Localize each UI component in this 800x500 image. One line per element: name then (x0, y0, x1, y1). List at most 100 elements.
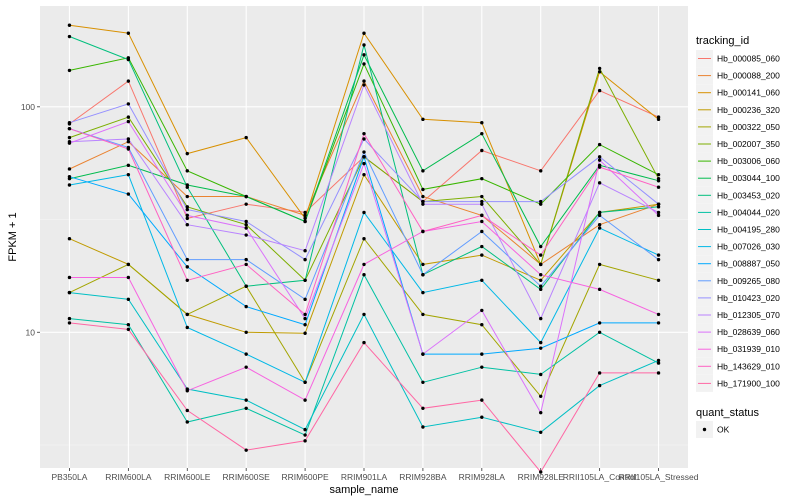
data-point (126, 172, 131, 177)
data-point (539, 372, 543, 377)
legend-label: Hb_000236_320 (717, 105, 780, 115)
data-point (362, 172, 366, 177)
data-point (67, 321, 72, 325)
data-point (185, 216, 189, 221)
data-point (421, 352, 425, 356)
legend-shape: quant_status OK (696, 407, 759, 438)
data-point (244, 304, 248, 309)
data-point (126, 297, 131, 302)
data-point (185, 389, 189, 393)
data-point (126, 147, 131, 151)
x-tick-label: PB350LA (51, 472, 87, 482)
data-point (480, 398, 484, 402)
data-point (67, 23, 72, 27)
data-point (303, 323, 307, 327)
legend-shape-label: OK (717, 425, 730, 435)
data-point (67, 237, 72, 241)
data-point (421, 199, 425, 204)
data-point (303, 316, 307, 321)
data-point (303, 216, 307, 221)
x-axis-title: sample_name (329, 484, 398, 496)
data-point (126, 57, 131, 62)
data-point (597, 226, 602, 230)
data-point (362, 155, 366, 159)
data-point (303, 249, 307, 253)
y-axis: 10 100 (21, 102, 40, 337)
data-point (480, 199, 484, 204)
data-point (362, 31, 366, 35)
data-point (480, 176, 484, 181)
data-point (303, 439, 307, 443)
data-point (244, 406, 248, 410)
legend-label: Hb_028639_060 (717, 327, 780, 337)
legend-label: Hb_003453_020 (717, 190, 780, 200)
legend-label: Hb_004195_280 (717, 225, 780, 235)
legend-label: Hb_000141_060 (717, 88, 780, 98)
data-point (185, 169, 189, 173)
legend-shape-point (702, 427, 707, 432)
series-points (67, 23, 661, 474)
data-point (597, 222, 602, 227)
data-point (185, 185, 189, 189)
data-point (303, 219, 307, 224)
y-tick-label: 10 (26, 327, 36, 337)
data-point (421, 187, 425, 192)
data-point (421, 194, 425, 199)
x-tick-label: RRIM600LA (105, 472, 152, 482)
data-point (480, 415, 484, 419)
legend-label: Hb_004044_020 (717, 207, 780, 217)
data-point (597, 181, 602, 185)
data-point (67, 316, 72, 321)
data-point (185, 420, 189, 424)
data-point (126, 262, 131, 267)
data-point (244, 257, 248, 262)
data-point (303, 213, 307, 218)
data-point (656, 278, 661, 283)
legend-label: Hb_031939_010 (717, 344, 780, 354)
data-point (656, 205, 661, 209)
legend-label: Hb_002007_350 (717, 139, 780, 149)
data-point (362, 262, 366, 267)
data-point (67, 167, 72, 171)
data-point (126, 115, 131, 119)
data-point (539, 202, 543, 206)
data-point (303, 380, 307, 384)
data-point (421, 290, 425, 295)
data-point (597, 262, 602, 267)
legend-label: Hb_143629_010 (717, 361, 780, 371)
data-point (539, 430, 543, 434)
data-point (480, 244, 484, 249)
data-point (480, 131, 484, 136)
data-point (126, 119, 131, 124)
data-point (480, 229, 484, 234)
data-point (539, 394, 543, 398)
data-point (480, 365, 484, 369)
data-point (597, 383, 602, 388)
data-point (126, 327, 131, 332)
data-point (303, 312, 307, 317)
data-point (362, 210, 366, 215)
legend-label: Hb_000322_050 (717, 122, 780, 132)
data-point (539, 410, 543, 415)
data-point (539, 244, 543, 249)
data-point (656, 202, 661, 206)
data-point (67, 141, 72, 145)
data-point (185, 222, 189, 227)
legend-label: Hb_003044_100 (717, 173, 780, 183)
data-point (67, 135, 72, 140)
data-point (656, 172, 661, 177)
data-point (185, 205, 189, 209)
data-point (362, 79, 366, 83)
data-point (244, 448, 248, 452)
data-point (480, 323, 484, 327)
data-point (597, 330, 602, 334)
x-tick-label: RRIM928BA (399, 472, 447, 482)
data-point (656, 253, 661, 257)
data-point (303, 433, 307, 437)
legend-label: Hb_012305_070 (717, 310, 780, 320)
data-point (480, 352, 484, 356)
grid-major (40, 6, 688, 468)
y-axis-title: FPKM + 1 (7, 212, 19, 261)
data-point (185, 151, 189, 156)
